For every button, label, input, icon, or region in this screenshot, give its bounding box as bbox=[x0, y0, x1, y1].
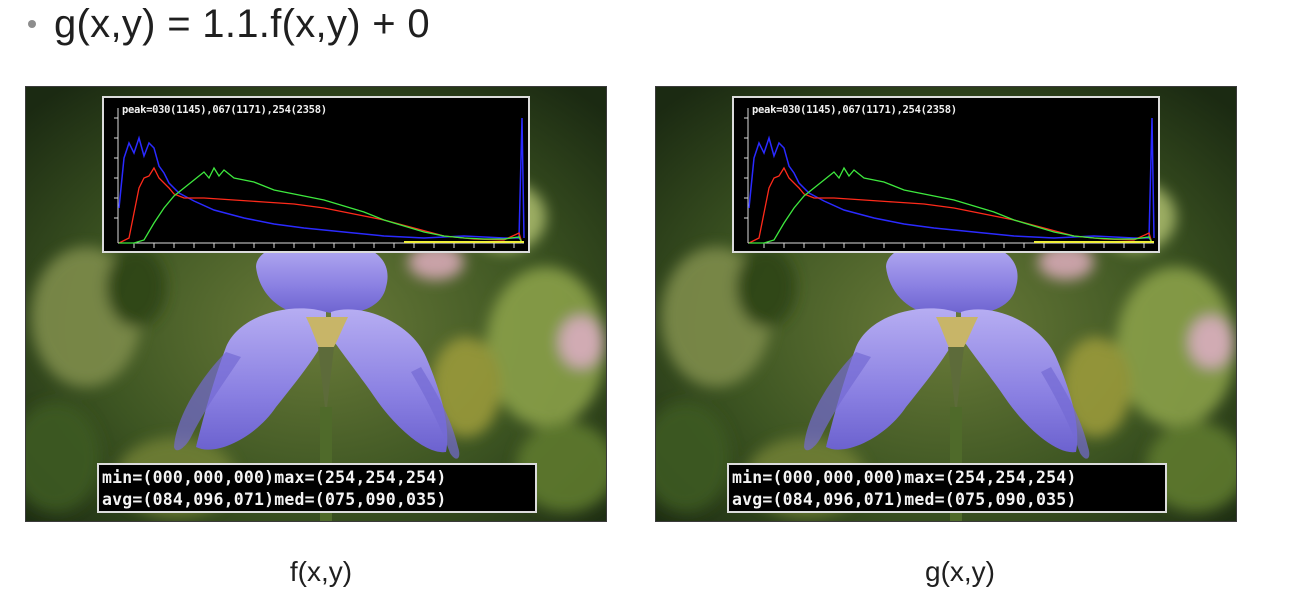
image-panel-g: peak=030(1145),067(1171),254(2358) min=(… bbox=[655, 86, 1237, 522]
bullet-dot-icon bbox=[28, 20, 36, 28]
histogram-peak-label: peak=030(1145),067(1171),254(2358) bbox=[752, 104, 957, 116]
caption-f: f(x,y) bbox=[289, 556, 353, 587]
stats-overlay: min=(000,000,000)max=(254,254,254) avg=(… bbox=[727, 463, 1167, 513]
stats-min-max: min=(000,000,000)max=(254,254,254) bbox=[102, 468, 447, 487]
histogram-red-series bbox=[118, 166, 523, 244]
stats-overlay: min=(000,000,000)max=(254,254,254) avg=(… bbox=[97, 463, 537, 513]
image-panel-f: peak=030(1145),067(1171),254(2358) min=(… bbox=[25, 86, 607, 522]
histogram-red-series bbox=[748, 166, 1153, 244]
histogram-blue-series bbox=[118, 117, 525, 239]
stats-avg-med: avg=(084,096,071)med=(075,090,035) bbox=[732, 490, 1077, 509]
histogram-green-series bbox=[749, 166, 1153, 244]
histogram-green-series bbox=[119, 166, 523, 244]
histogram-overlay: peak=030(1145),067(1171),254(2358) bbox=[732, 96, 1160, 253]
caption-g: g(x,y) bbox=[925, 556, 995, 587]
histogram-peak-label: peak=030(1145),067(1171),254(2358) bbox=[122, 104, 327, 116]
histogram-overlay: peak=030(1145),067(1171),254(2358) bbox=[102, 96, 530, 253]
histogram-blue-series bbox=[748, 117, 1155, 239]
stats-avg-med: avg=(084,096,071)med=(075,090,035) bbox=[102, 490, 447, 509]
formula-text: g(x,y) = 1.1.f(x,y) + 0 bbox=[54, 1, 430, 46]
histogram-plot bbox=[114, 108, 525, 248]
histogram-plot bbox=[744, 108, 1155, 248]
stats-min-max: min=(000,000,000)max=(254,254,254) bbox=[732, 468, 1077, 487]
formula-line: g(x,y) = 1.1.f(x,y) + 0 bbox=[28, 0, 430, 48]
